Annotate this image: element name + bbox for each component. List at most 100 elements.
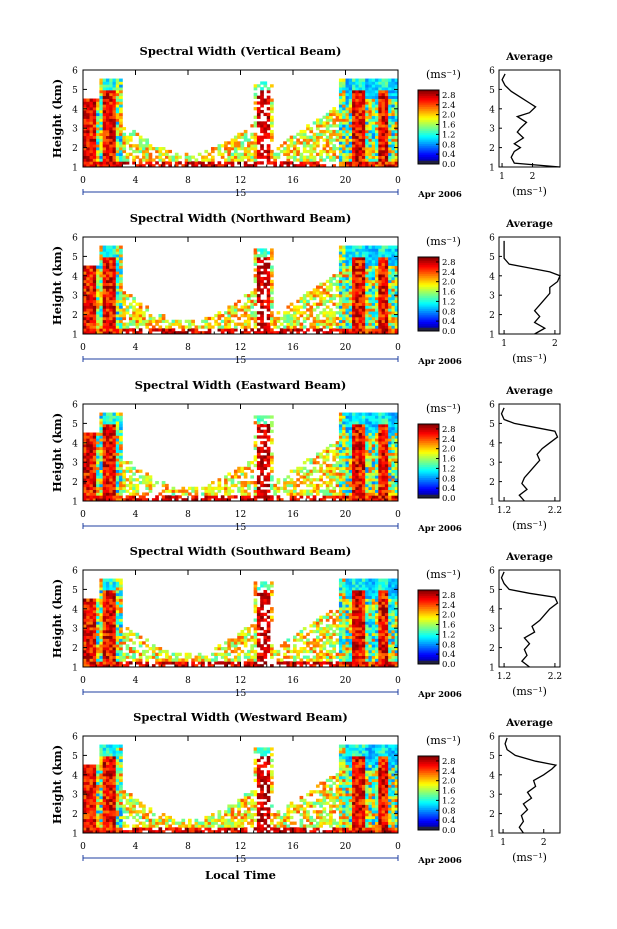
heatmap-cell xyxy=(240,135,245,139)
heatmap-cell xyxy=(286,161,291,165)
heatmap-cell xyxy=(96,141,100,145)
heatmap-cell xyxy=(289,149,294,154)
heatmap-cell xyxy=(115,418,120,422)
heatmap-cell xyxy=(237,308,241,312)
heatmap-cell xyxy=(381,158,386,162)
heatmap-cell xyxy=(270,132,274,137)
heatmap-cell xyxy=(345,104,350,108)
heatmap-cell xyxy=(132,144,136,148)
heatmap-cell xyxy=(109,458,113,462)
heatmap-cell xyxy=(243,472,248,476)
heatmap-cell xyxy=(342,469,346,473)
heatmap-cell xyxy=(378,138,382,142)
heatmap-cell xyxy=(138,138,143,142)
heatmap-cell xyxy=(312,322,317,326)
heatmap-cell xyxy=(115,331,120,335)
heatmap-cell xyxy=(302,141,307,145)
heatmap-cell xyxy=(391,495,396,499)
colorbar-swatch xyxy=(418,453,439,456)
heatmap-cell xyxy=(122,294,127,298)
colorbar-swatch xyxy=(418,102,439,106)
heatmap-cell xyxy=(115,127,120,131)
heatmap-cell xyxy=(174,161,179,165)
heatmap-cell xyxy=(319,498,323,502)
heatmap-cell xyxy=(391,245,396,249)
heatmap-cell xyxy=(338,483,343,488)
heatmap-cell xyxy=(105,461,110,465)
heatmap-cell xyxy=(201,161,205,165)
heatmap-cell xyxy=(99,302,104,306)
heatmap-cell xyxy=(92,435,97,439)
heatmap-cell xyxy=(293,141,297,145)
heatmap-cell xyxy=(315,455,320,459)
heatmap-cell xyxy=(348,322,353,326)
heatmap-cell xyxy=(122,158,127,162)
heatmap-cell xyxy=(391,481,396,485)
heatmap-cell xyxy=(338,147,343,151)
heatmap-cell xyxy=(355,328,360,332)
heatmap-cell xyxy=(358,251,363,255)
heatmap-cell xyxy=(342,107,346,111)
heatmap-cell xyxy=(115,95,120,99)
heatmap-cell xyxy=(348,268,353,272)
heatmap-cell xyxy=(92,296,97,301)
y-tick-label: 5 xyxy=(72,86,78,96)
heatmap-cell xyxy=(145,149,150,154)
heatmap-cell xyxy=(375,138,379,142)
heatmap-cell xyxy=(375,294,379,298)
heatmap-cell xyxy=(270,498,274,502)
heatmap-cell xyxy=(293,164,297,168)
heatmap-cell xyxy=(338,308,343,312)
heatmap-cell xyxy=(329,296,333,301)
heatmap-cell xyxy=(319,294,323,298)
colorbar-swatch xyxy=(418,312,439,315)
heatmap-cell xyxy=(102,155,107,159)
heatmap-cell xyxy=(109,581,113,585)
heatmap-cell xyxy=(102,412,107,416)
heatmap-cell xyxy=(105,601,110,605)
heatmap-cell xyxy=(352,426,356,431)
heatmap-cell xyxy=(338,87,343,91)
heatmap-cell xyxy=(191,498,195,502)
heatmap-cell xyxy=(243,305,248,309)
heatmap-cell xyxy=(83,322,87,326)
heatmap-cell xyxy=(240,144,245,148)
heatmap-cell xyxy=(119,248,123,252)
heatmap-cell xyxy=(368,107,373,111)
heatmap-cell xyxy=(260,489,264,493)
heatmap-cell xyxy=(86,635,90,639)
heatmap-cell xyxy=(378,132,382,137)
heatmap-cell xyxy=(112,481,117,485)
heatmap-cell xyxy=(361,316,366,321)
heatmap-cell xyxy=(309,469,314,473)
heatmap-cell xyxy=(96,478,100,482)
heatmap-cell xyxy=(325,452,330,456)
heatmap-cell xyxy=(371,127,376,131)
heatmap-cell xyxy=(224,475,228,479)
heatmap-cell xyxy=(286,481,291,485)
heatmap-cell xyxy=(109,481,113,485)
heatmap-cell xyxy=(207,322,212,326)
heatmap-cell xyxy=(309,164,314,168)
heatmap-cell xyxy=(388,118,392,122)
heatmap-cell xyxy=(391,305,396,309)
heatmap-cell xyxy=(391,161,396,165)
heatmap-cell xyxy=(355,311,360,315)
heatmap-cell xyxy=(388,492,392,496)
heatmap-cell xyxy=(105,305,110,309)
heatmap-cell xyxy=(148,155,153,159)
heatmap-cell xyxy=(365,461,369,465)
heatmap-cell xyxy=(237,132,241,137)
heatmap-cell xyxy=(96,322,100,326)
heatmap-cell xyxy=(250,299,255,304)
heatmap-cell xyxy=(102,475,107,479)
heatmap-cell xyxy=(83,101,87,105)
heatmap-cell xyxy=(391,299,396,304)
heatmap-cell xyxy=(224,325,228,329)
heatmap-cell xyxy=(165,495,169,499)
heatmap-cell xyxy=(358,265,363,269)
heatmap-cell xyxy=(201,319,205,323)
heatmap-cell xyxy=(250,314,255,318)
heatmap-cell xyxy=(83,443,87,448)
heatmap-cell xyxy=(161,147,166,151)
